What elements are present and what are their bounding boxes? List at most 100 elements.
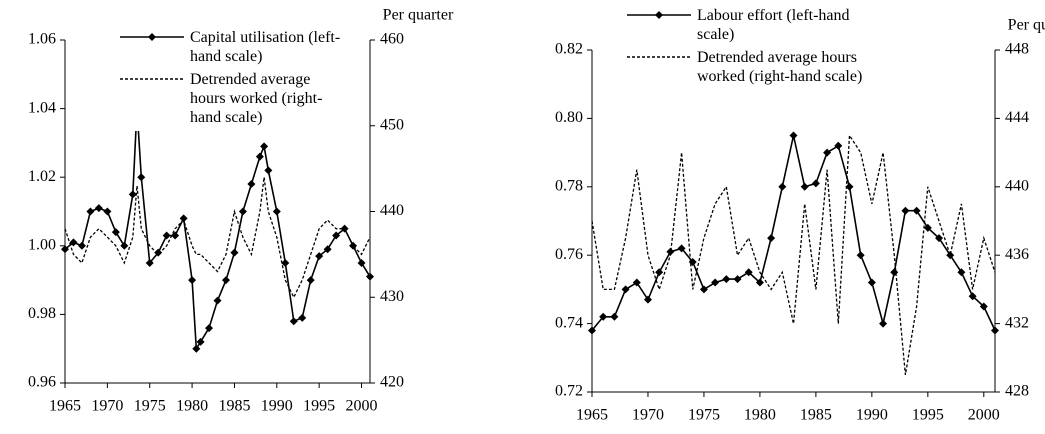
marker [610,312,619,321]
marker [137,173,146,182]
marker [238,207,247,216]
marker [61,245,69,254]
marker [588,326,596,335]
series-line [591,133,996,376]
marker [845,182,854,191]
x-tick-label: 2000 [346,398,378,415]
marker [711,278,720,287]
marker [111,228,120,237]
y2-tick-label: 440 [380,202,404,219]
marker [632,278,641,287]
marker [196,337,205,346]
y2-tick-label: 450 [380,116,404,133]
marker [298,313,307,322]
x-tick-label: 1965 [576,407,608,424]
marker [823,148,832,157]
marker [946,251,955,260]
y2-axis-label: Per quarter [383,7,454,24]
legend: Capital utilisation (left-hand scale) Det… [118,28,348,131]
y2-tick-label: 444 [1005,109,1029,126]
marker [230,248,239,257]
marker [94,204,103,213]
marker [621,285,630,294]
marker [255,152,264,161]
y-tick-label: 1.06 [28,31,56,48]
marker [213,296,222,305]
marker [315,252,324,261]
legend-label: Detrended average hours worked (right-ha… [697,49,863,85]
marker [247,180,256,189]
marker [323,245,332,254]
marker [991,326,999,335]
chart: 0.96 0.98 1.00 1.02 1.04 1.06 420 430 440 450 460 P… [28,7,454,415]
marker [666,247,675,256]
marker [221,276,230,285]
marker [145,258,154,267]
marker [733,275,742,284]
marker [366,272,374,281]
marker [923,223,932,232]
marker [281,258,290,267]
legend-item: Detrended average hours worked (right-ha… [118,70,348,127]
marker [349,241,358,250]
marker [179,214,188,223]
marker [800,182,809,191]
marker [86,207,95,216]
marker [856,251,865,260]
x-tick-label: 1965 [49,398,81,415]
marker [205,324,214,333]
marker [69,238,78,247]
marker [755,278,764,287]
legend-item: Detrended average hours worked (right-ha… [625,48,875,86]
legend-swatch [627,56,691,58]
marker [260,142,269,151]
y2-tick-label: 420 [380,374,404,391]
marker [957,268,966,277]
y2-axis-label: Per quarter [1008,17,1045,34]
marker [264,166,273,175]
marker [655,268,664,277]
marker [677,244,686,253]
y-tick-label: 0.96 [28,374,56,391]
legend-label: Labour effort (left-hand scale) [697,7,850,43]
x-tick-label: 1990 [261,398,293,415]
chart: 0.72 0.74 0.76 0.78 0.80 0.82 428 432 436 440 444 4… [555,17,1045,424]
y2-tick-label: 448 [1005,41,1029,58]
x-tick-label: 1975 [134,398,166,415]
marker [120,241,129,250]
marker [867,278,876,287]
x-tick-label: 1990 [856,407,888,424]
y-tick-label: 1.02 [28,168,56,185]
y2-tick-label: 440 [1005,177,1029,194]
legend-swatch [627,11,691,19]
y-tick-label: 0.80 [555,109,583,126]
x-tick-label: 1970 [632,407,664,424]
x-tick-label: 1985 [800,407,832,424]
marker [744,268,753,277]
series-line [64,177,371,299]
x-tick-label: 1980 [176,398,208,415]
marker [357,258,366,267]
legend: Labour effort (left-hand scale) Detrended… [625,6,875,90]
marker [834,141,843,150]
series-line [64,108,371,352]
y-tick-label: 0.78 [555,177,583,194]
y2-tick-label: 436 [1005,246,1029,263]
marker [154,248,163,257]
marker [968,292,977,301]
y-tick-label: 0.72 [555,383,583,400]
marker [192,344,201,353]
series-line [591,135,996,331]
marker [789,131,798,140]
x-tick-label: 2000 [968,407,1000,424]
marker [912,206,921,215]
y-tick-label: 0.76 [555,246,583,263]
marker [103,207,112,216]
marker [699,285,708,294]
x-tick-label: 1970 [91,398,123,415]
marker [722,275,731,284]
marker [77,241,86,250]
x-tick-label: 1995 [303,398,335,415]
marker [272,207,281,216]
